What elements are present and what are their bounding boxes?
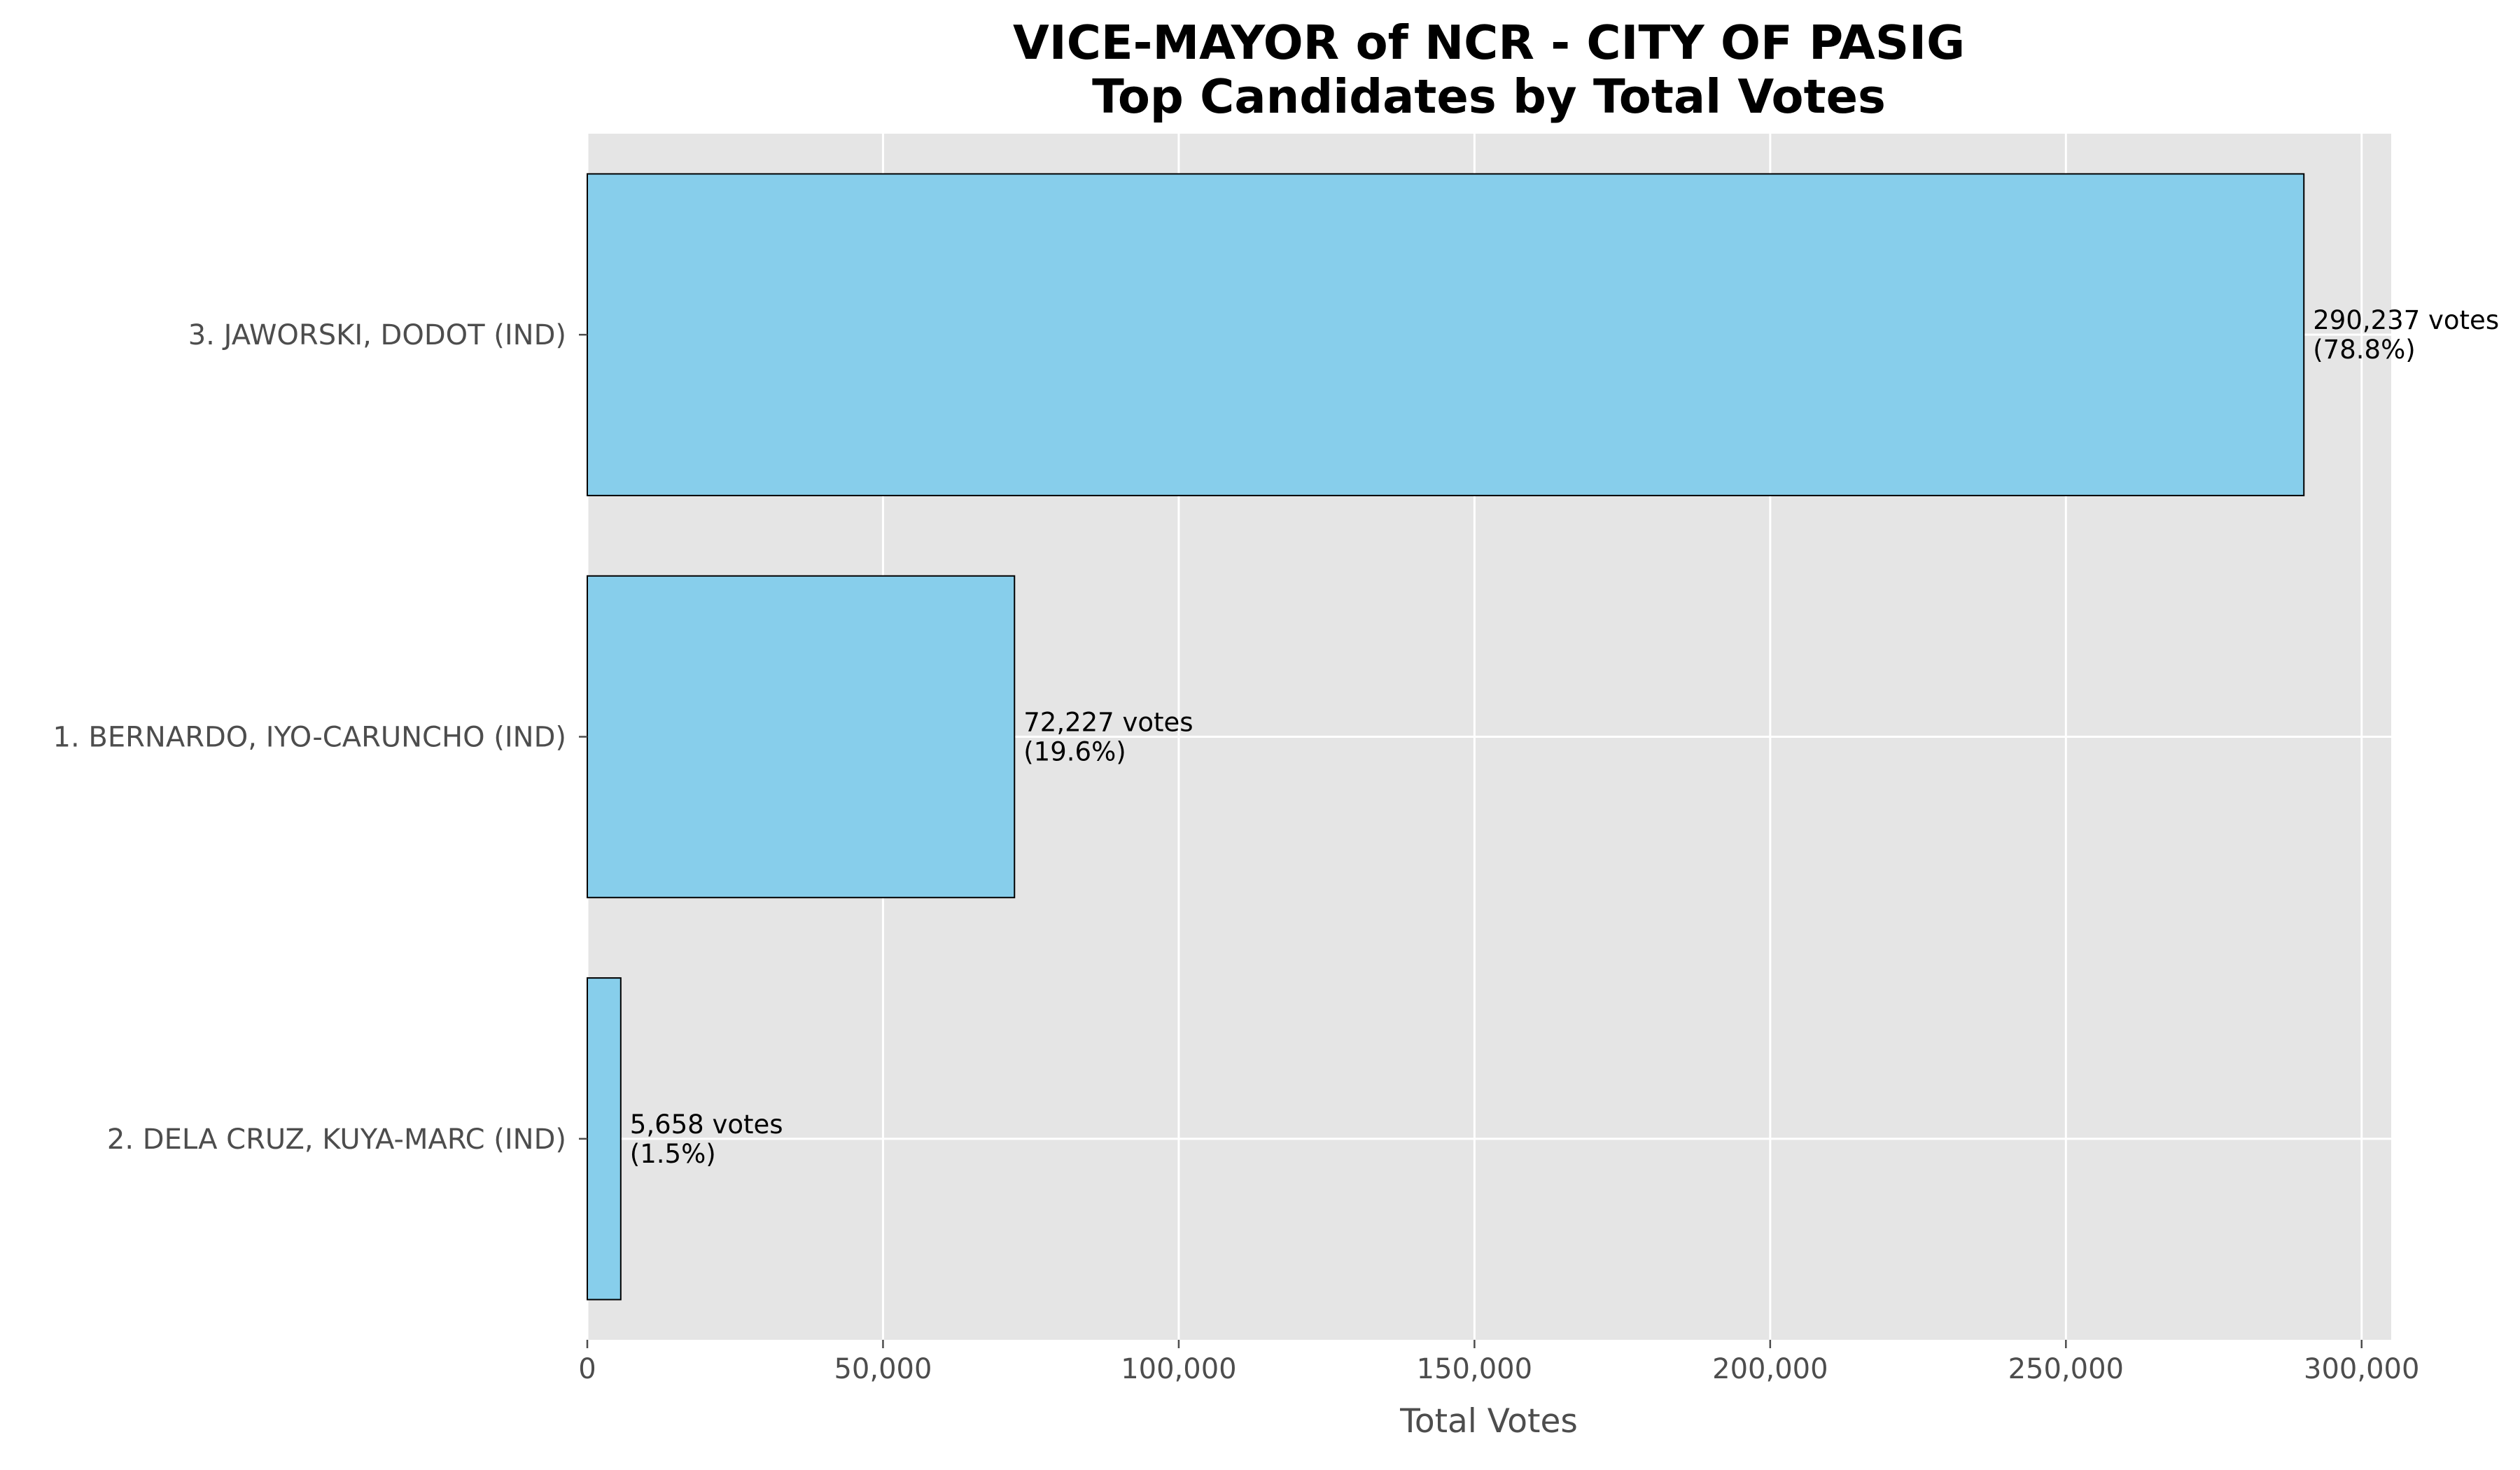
y-tick-label: 2. DELA CRUZ, KUYA-MARC (IND) [107, 1124, 566, 1156]
x-tick-label: 150,000 [1417, 1353, 1532, 1385]
bars [587, 173, 2305, 1301]
data-label: 290,237 votes (78.8%) [2313, 305, 2499, 365]
bar [587, 173, 2305, 496]
x-tick-label: 100,000 [1121, 1353, 1236, 1385]
x-tick-label: 300,000 [2304, 1353, 2419, 1385]
y-tick-label: 3. JAWORSKI, DODOT (IND) [188, 319, 566, 351]
data-label: 72,227 votes (19.6%) [1023, 708, 1193, 767]
x-axis-ticks: 0 50,000 100,000 150,000 200,000 250,000 300,0… [578, 1340, 2419, 1385]
data-label: 5,658 votes (1.5%) [630, 1110, 783, 1169]
bar [587, 575, 1016, 899]
y-axis-ticks: 3. JAWORSKI, DODOT (IND) 1. BERNARDO, IYO… [53, 319, 587, 1156]
y-tick-label: 1. BERNARDO, IYO-CARUNCHO (IND) [53, 722, 566, 754]
chart-subtitle: Top Candidates by Total Votes [1092, 69, 1886, 124]
x-tick-label: 0 [578, 1353, 596, 1385]
bar [587, 977, 622, 1301]
x-tick-label: 250,000 [2008, 1353, 2124, 1385]
x-tick-label: 50,000 [834, 1353, 932, 1385]
x-axis-label: Total Votes [1399, 1402, 1578, 1441]
chart-title: VICE-MAYOR of NCR - CITY OF PASIG [1013, 15, 1965, 70]
data-labels: 290,237 votes (78.8%) 72,227 votes (19.6%) 5… [630, 305, 2499, 1169]
x-tick-label: 200,000 [1712, 1353, 1828, 1385]
